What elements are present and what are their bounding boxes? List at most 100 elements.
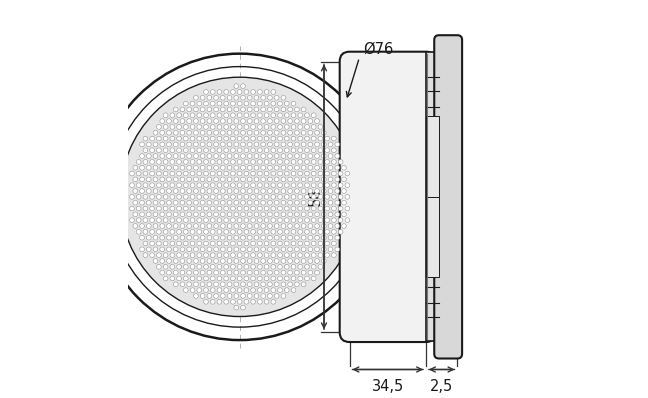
Circle shape	[321, 154, 326, 158]
Circle shape	[294, 200, 299, 205]
Circle shape	[163, 136, 168, 141]
Circle shape	[224, 230, 229, 234]
Circle shape	[163, 183, 168, 187]
Circle shape	[220, 212, 225, 217]
Circle shape	[315, 142, 319, 147]
Circle shape	[136, 160, 141, 164]
Circle shape	[328, 235, 333, 240]
Circle shape	[305, 148, 309, 152]
Circle shape	[257, 276, 262, 281]
Circle shape	[244, 218, 249, 222]
Circle shape	[153, 247, 158, 252]
Circle shape	[251, 136, 255, 141]
Circle shape	[244, 90, 249, 94]
Circle shape	[120, 77, 359, 316]
Circle shape	[248, 282, 252, 287]
Circle shape	[281, 131, 286, 135]
Circle shape	[234, 282, 238, 287]
Circle shape	[200, 247, 205, 252]
Circle shape	[231, 136, 235, 141]
Circle shape	[315, 131, 319, 135]
Circle shape	[301, 282, 306, 287]
Circle shape	[153, 154, 158, 158]
Circle shape	[200, 131, 205, 135]
Circle shape	[298, 171, 303, 176]
Circle shape	[200, 224, 205, 228]
Circle shape	[231, 125, 235, 129]
Circle shape	[214, 131, 218, 135]
Circle shape	[335, 165, 340, 170]
Circle shape	[244, 183, 249, 187]
Circle shape	[153, 177, 158, 182]
Circle shape	[288, 224, 292, 228]
Circle shape	[234, 247, 238, 252]
Circle shape	[321, 142, 326, 147]
Circle shape	[227, 96, 232, 100]
Circle shape	[251, 160, 255, 164]
Circle shape	[308, 142, 313, 147]
Circle shape	[146, 142, 151, 147]
Circle shape	[130, 206, 134, 211]
Circle shape	[133, 224, 137, 228]
Circle shape	[240, 84, 246, 88]
Circle shape	[268, 131, 272, 135]
Circle shape	[301, 119, 306, 123]
Circle shape	[308, 154, 313, 158]
Circle shape	[140, 142, 145, 147]
Circle shape	[200, 96, 205, 100]
Circle shape	[328, 189, 333, 193]
Circle shape	[240, 177, 246, 182]
Circle shape	[231, 241, 235, 246]
Circle shape	[197, 101, 202, 106]
Circle shape	[318, 218, 323, 222]
Circle shape	[281, 165, 286, 170]
Circle shape	[284, 113, 289, 118]
Circle shape	[170, 241, 175, 246]
Circle shape	[244, 230, 249, 234]
Circle shape	[308, 270, 313, 275]
Circle shape	[231, 230, 235, 234]
Circle shape	[311, 113, 316, 118]
Circle shape	[318, 148, 323, 152]
Circle shape	[278, 171, 283, 176]
Circle shape	[321, 200, 326, 205]
Circle shape	[197, 195, 202, 199]
Circle shape	[143, 148, 148, 152]
Circle shape	[234, 212, 238, 217]
Circle shape	[244, 136, 249, 141]
Circle shape	[288, 142, 292, 147]
Circle shape	[183, 125, 188, 129]
Circle shape	[146, 165, 151, 170]
Circle shape	[177, 171, 181, 176]
Circle shape	[318, 264, 323, 269]
Circle shape	[268, 96, 272, 100]
Circle shape	[240, 224, 246, 228]
Circle shape	[200, 189, 205, 193]
Circle shape	[274, 259, 279, 263]
Circle shape	[183, 113, 188, 118]
Circle shape	[244, 299, 249, 304]
Circle shape	[183, 230, 188, 234]
Circle shape	[335, 235, 340, 240]
Circle shape	[281, 247, 286, 252]
Circle shape	[298, 230, 303, 234]
Circle shape	[174, 142, 178, 147]
Circle shape	[311, 125, 316, 129]
Circle shape	[224, 206, 229, 211]
Circle shape	[244, 288, 249, 293]
Circle shape	[170, 206, 175, 211]
Circle shape	[257, 264, 262, 269]
Circle shape	[271, 183, 275, 187]
Text: 2,5: 2,5	[430, 379, 454, 394]
Circle shape	[167, 224, 171, 228]
Circle shape	[146, 200, 151, 205]
Circle shape	[187, 224, 192, 228]
Circle shape	[298, 241, 303, 246]
Circle shape	[167, 235, 171, 240]
Circle shape	[167, 177, 171, 182]
Circle shape	[174, 247, 178, 252]
Circle shape	[240, 107, 246, 112]
Circle shape	[301, 235, 306, 240]
Circle shape	[160, 235, 165, 240]
Circle shape	[311, 195, 316, 199]
